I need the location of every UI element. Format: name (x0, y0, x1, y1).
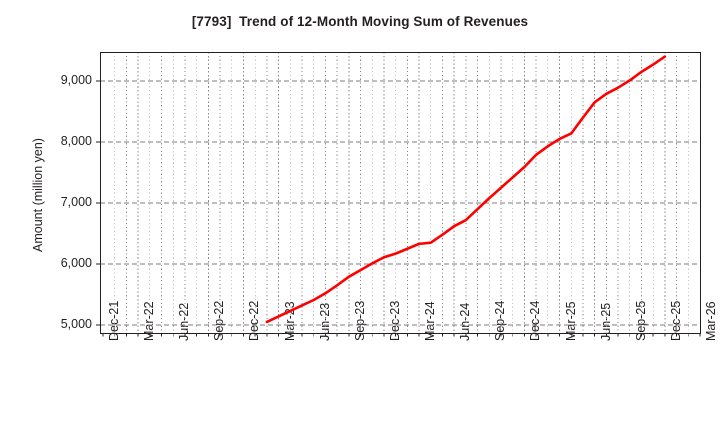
chart-title: [7793] Trend of 12-Month Moving Sum of R… (191, 14, 529, 29)
vertical-gridlines (114, 52, 689, 333)
y-tick-label: 6,000 (60, 256, 92, 270)
revenue-trend-line (265, 55, 667, 324)
horizontal-gridlines (100, 80, 700, 326)
y-tick-label: 7,000 (60, 195, 92, 209)
y-tick-label: 5,000 (60, 317, 92, 331)
y-tick-label: 9,000 (60, 73, 92, 87)
y-tick-label: 8,000 (60, 134, 92, 148)
y-axis-tick-labels: 5,000 6,000 7,000 8,000 9,000 (40, 0, 92, 440)
plot-frame (100, 52, 701, 334)
axis-tick-marks (96, 80, 701, 337)
